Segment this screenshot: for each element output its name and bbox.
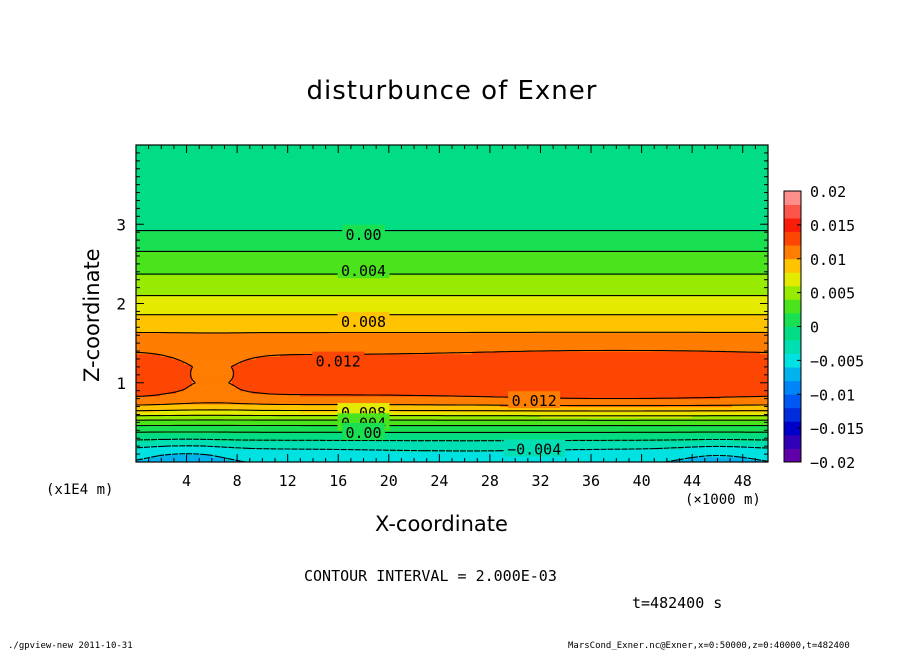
y-tick-label: 3 <box>116 215 126 234</box>
colorbar-tick-label: 0.005 <box>810 285 855 303</box>
colorbar-segment <box>784 434 801 449</box>
y-axis: 1 2 3 <box>116 152 768 455</box>
colorbar-segment <box>784 421 801 436</box>
colorbar-segment <box>784 299 801 314</box>
contour-labels: 0.000.0040.0080.0120.0120.0080.0040.00−0… <box>312 224 565 459</box>
x-tick-label: 32 <box>531 472 549 490</box>
x-axis-label: X-coordinate <box>375 512 508 536</box>
x-tick-label: 4 <box>182 472 191 490</box>
contour-label-bg <box>342 224 385 242</box>
colorbar-segment <box>784 272 801 287</box>
colorbar-segment <box>784 407 801 422</box>
colorbar-tick-label: 0 <box>810 319 819 337</box>
colorbar-tick-label: −0.005 <box>810 352 864 370</box>
contour-label: 0.004 <box>341 262 386 280</box>
time-stamp: t=482400 s <box>632 594 723 612</box>
colorbar-tick-label: 0.02 <box>810 183 846 201</box>
y-axis-multiplier: (x1E4 m) <box>46 482 114 498</box>
x-tick-label: 36 <box>582 472 600 490</box>
x-tick-label: 44 <box>683 472 701 490</box>
contour-label: 0.008 <box>341 313 386 331</box>
colorbar-tick-label: −0.01 <box>810 386 855 404</box>
x-tick-label: 28 <box>481 472 499 490</box>
file-info: MarsCond_Exner.nc@Exner,x=0:50000,z=0:40… <box>568 641 850 651</box>
colorbar-segment <box>784 258 801 273</box>
chart-title: disturbunce of Exner <box>306 76 598 106</box>
colorbar-segment <box>784 218 801 233</box>
x-tick-label: 40 <box>633 472 651 490</box>
colorbar-segment <box>784 380 801 395</box>
x-tick-label: 8 <box>233 472 242 490</box>
colorbar-segment <box>784 394 801 409</box>
colorbar-segment <box>784 245 801 260</box>
colorbar-tick-label: −0.02 <box>810 454 855 472</box>
colorbar-segment <box>784 231 801 246</box>
contour-label-bg <box>503 439 565 457</box>
contour-label-bg <box>342 422 385 440</box>
contour-label: −0.004 <box>507 441 561 459</box>
contour-label-bg <box>337 311 390 329</box>
contour-label: 0.012 <box>512 392 557 410</box>
colorbar: 0.02 0.015 0.01 0.005 0 −0.005 −0.01 −0.015 −0.0… <box>783 183 864 472</box>
contour-line <box>136 331 768 407</box>
colorbar-segment <box>784 448 801 463</box>
colorbar-segment <box>784 353 801 368</box>
x-tick-label: 48 <box>734 472 752 490</box>
colorbar-segment <box>784 312 801 327</box>
colorbar-tick-label: −0.015 <box>810 420 864 438</box>
colorbar-tick-label: 0.01 <box>810 251 846 269</box>
y-axis-label: Z-coordinate <box>80 248 104 382</box>
x-axis: 4 8 12 16 20 24 28 32 36 40 44 48 <box>148 145 756 490</box>
program-info: ./gpview-new 2011-10-31 <box>8 641 133 651</box>
colorbar-segment <box>784 367 801 382</box>
x-tick-label: 24 <box>430 472 448 490</box>
contour-interval-text: CONTOUR INTERVAL = 2.000E-03 <box>304 567 557 585</box>
colorbar-segment <box>784 204 801 219</box>
contour-label: 0.00 <box>345 424 381 442</box>
contour-label-bg <box>312 351 365 369</box>
colorbar-tick-label: 0.015 <box>810 217 855 235</box>
contour-label: 0.00 <box>345 226 381 244</box>
x-tick-label: 16 <box>329 472 347 490</box>
y-tick-label: 2 <box>116 295 126 314</box>
colorbar-segment <box>784 191 801 205</box>
filled-contour-field <box>136 145 768 462</box>
colorbar-segment <box>784 326 801 341</box>
x-tick-label: 20 <box>380 472 398 490</box>
colorbar-segment <box>784 285 801 300</box>
x-axis-multiplier: (×1000 m) <box>685 492 761 508</box>
x-tick-label: 12 <box>279 472 297 490</box>
contour-label-bg <box>337 261 390 279</box>
y-tick-label: 1 <box>116 374 126 393</box>
contour-label: 0.012 <box>316 353 361 371</box>
contour-label-bg <box>508 391 561 409</box>
colorbar-segment <box>784 340 801 354</box>
